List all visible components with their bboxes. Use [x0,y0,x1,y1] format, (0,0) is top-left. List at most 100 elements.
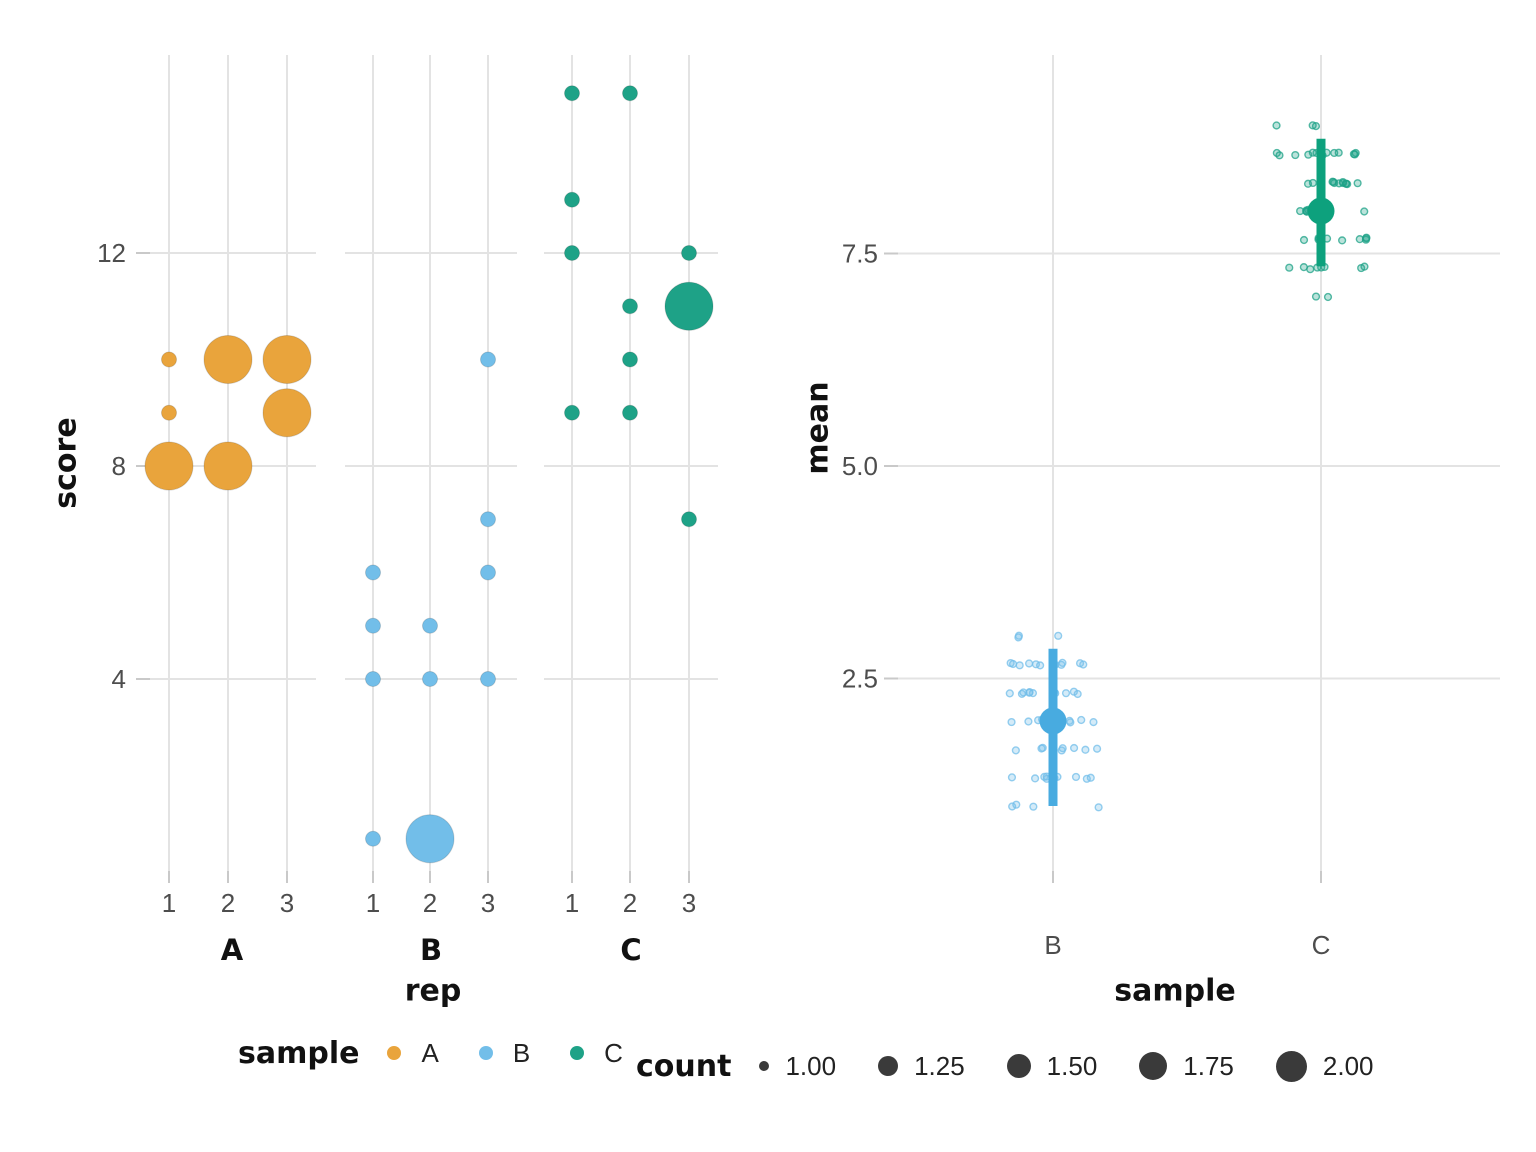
count-bubble [564,191,580,208]
jitter-point [1014,631,1024,640]
jitter-point [1291,150,1300,160]
jitter-point [1061,689,1071,698]
count-bubble [480,671,496,687]
jitter-point [1308,148,1317,157]
jitter-point [1057,746,1066,755]
size-legend-key-circle [878,1056,899,1076]
y-tick-label: 8 [112,451,126,481]
count-bubble [262,335,312,384]
count-bubble [480,564,496,581]
jitter-point [1094,803,1103,812]
color-legend-key-label: C [604,1037,623,1068]
size-legend-key-circle [1139,1052,1168,1080]
jitter-point [1069,743,1079,753]
count-bubble [365,671,381,687]
count-bubble [203,441,253,491]
size-legend-key-label: 1.00 [785,1050,837,1081]
jitter-point [1296,206,1305,216]
size-legend-key-label: 1.25 [914,1050,965,1081]
size-legend-key-circle [1275,1050,1307,1082]
right-x-axis-title: sample [1114,973,1236,1009]
color-legend-item: C [570,1038,623,1069]
count-bubble [161,351,177,368]
jitter-point [1299,235,1309,245]
jitter-point [1275,151,1284,160]
jitter-point [1011,746,1020,755]
x-tick-label: 3 [280,888,294,918]
count-bubble [365,564,381,581]
jitter-point [1361,235,1371,244]
jitter-point [1338,178,1348,188]
count-bubble [144,441,194,491]
jitter-point [1353,179,1362,188]
jitter-point [1306,265,1315,274]
jitter-point [1092,744,1102,753]
x-tick-label: 1 [565,888,579,918]
x-tick-label: 1 [162,888,176,918]
jitter-point [1054,631,1063,640]
jitter-point [1360,207,1369,216]
jitter-point [1303,179,1313,188]
x-tick-label: 2 [623,888,637,918]
color-legend-key-dot [570,1046,585,1060]
jitter-point [1338,236,1347,245]
jitter-point [1007,773,1017,782]
jitter-point [1081,745,1090,754]
count-bubble [365,830,381,847]
jitter-point [1086,773,1095,782]
jitter-point [1017,689,1027,698]
jitter-point [1073,689,1082,699]
count-bubble [564,404,580,421]
jitter-point [1077,715,1086,725]
jitter-point [1079,660,1088,669]
size-legend-key-label: 1.50 [1046,1050,1098,1081]
color-legend-key-dot [387,1046,402,1060]
jitter-point [1311,292,1321,301]
color-legend-title: sample [238,1035,360,1071]
jitter-point [1006,658,1015,668]
jitter-point [1030,774,1040,783]
x-tick-label: 2 [221,888,235,918]
jitter-point [1065,716,1074,725]
jitter-point [1029,802,1038,811]
size-legend-key-label: 1.75 [1183,1050,1234,1081]
y-tick-label: 5.0 [842,451,878,481]
count-bubble [480,511,496,528]
size-legend-key-circle [759,1061,770,1071]
jitter-point [1031,660,1041,669]
pointrange-mean-dot [1307,197,1335,225]
size-legend-item: 2.00 [1275,1050,1374,1082]
color-legend: sample A B C [238,1030,623,1076]
facet-label: A [221,933,244,967]
jitter-point [1038,743,1047,752]
count-bubble [681,511,697,528]
count-bubble [422,671,438,687]
jitter-point [1330,148,1339,158]
jitter-point [1024,717,1033,726]
color-legend-key-dot [478,1046,493,1060]
size-legend-key-label: 2.00 [1322,1050,1374,1081]
size-legend: count 1.00 1.25 1.50 1.75 2.00 [636,1034,1374,1098]
x-tick-label: B [1044,930,1061,960]
jitter-point [1008,802,1017,811]
count-bubble [622,351,638,368]
size-legend-item: 1.75 [1139,1051,1234,1082]
count-bubble [365,617,381,634]
color-legend-key-label: A [421,1037,439,1068]
color-legend-item: A [387,1037,439,1069]
jitter-point [1057,660,1066,669]
count-bubble [203,335,253,384]
jitter-point [1015,661,1024,670]
size-legend-title: count [636,1048,732,1084]
count-bubble [262,388,312,438]
right-y-axis-title: mean [800,381,836,475]
color-legend-key-label: B [512,1037,531,1068]
jitter-point [1272,121,1281,130]
jitter-point [1323,292,1333,302]
size-legend-item: 1.25 [878,1051,965,1082]
jitter-point [1025,659,1034,668]
count-bubble [664,281,714,331]
x-tick-label: 3 [682,888,696,918]
jitter-point [1311,122,1321,131]
pointrange-mean-dot [1039,707,1067,735]
